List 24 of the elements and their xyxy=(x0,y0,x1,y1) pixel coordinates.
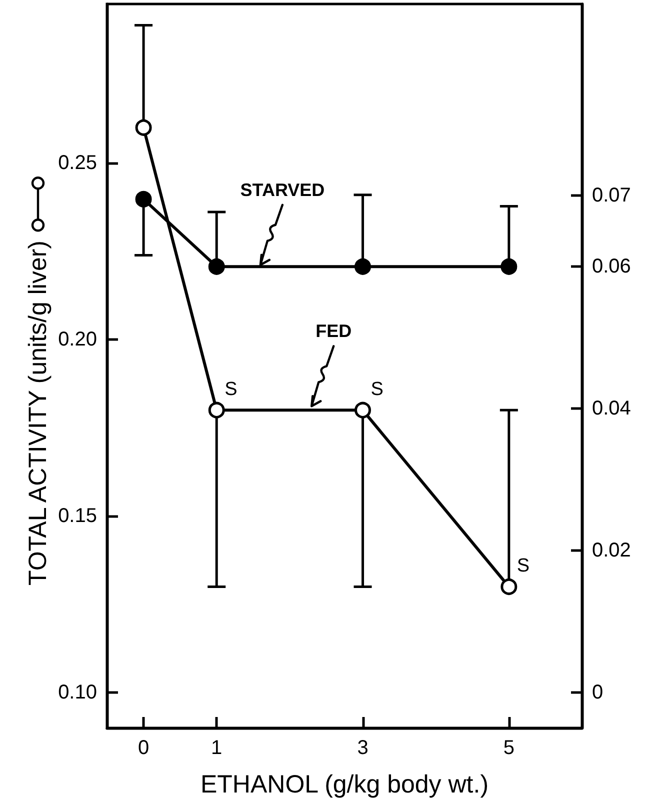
y2-tick-label: 0 xyxy=(592,682,604,704)
y2-tick-label: 0.07 xyxy=(592,184,631,207)
y2-tick-label: 0.04 xyxy=(592,398,631,420)
x-axis-title: ETHANOL (g/kg body wt.) xyxy=(200,770,489,798)
annotation: S xyxy=(224,379,238,400)
point xyxy=(135,119,152,136)
y2-tick-label: 0.06 xyxy=(592,256,631,278)
point xyxy=(500,578,518,595)
y2-tick-label: 0.02 xyxy=(592,540,631,562)
y-tick-label: 0.25 xyxy=(58,152,97,174)
y-tick-label: 0.20 xyxy=(58,328,97,351)
y-tick-label: 0.15 xyxy=(58,505,97,528)
point xyxy=(354,402,372,418)
point xyxy=(208,402,225,418)
annotation: FED xyxy=(316,321,352,342)
x-tick-label: 3 xyxy=(357,737,368,759)
y-axis-title: TOTAL ACTIVITY (units/g liver) xyxy=(24,240,52,586)
x-tick-label: 5 xyxy=(503,737,514,759)
x-tick-label: 1 xyxy=(211,737,222,759)
x-tick-label: 0 xyxy=(138,737,150,759)
y-tick-label: 0.10 xyxy=(58,682,97,704)
annotation: S xyxy=(370,379,384,400)
annotation: S xyxy=(516,556,530,577)
annotation: STARVED xyxy=(240,180,325,200)
